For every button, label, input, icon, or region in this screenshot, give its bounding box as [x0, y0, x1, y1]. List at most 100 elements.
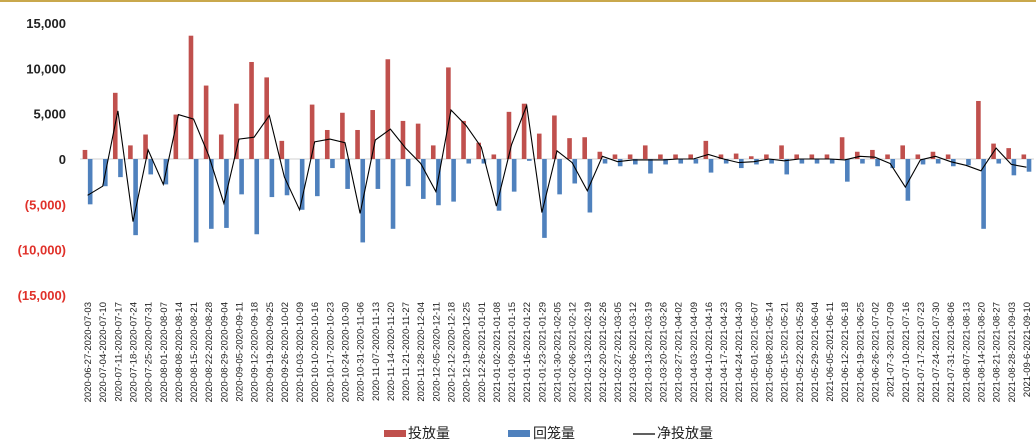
- bar-injection: [279, 140, 285, 159]
- x-tick-label: 2021-02-27-2021-03-05: [613, 302, 624, 402]
- bar-withdrawal: [829, 159, 835, 164]
- bar-withdrawal: [678, 159, 684, 164]
- bar-injection: [461, 120, 466, 159]
- bar-withdrawal: [496, 159, 502, 211]
- bar-injection: [718, 154, 724, 159]
- x-tick-label: 2021-01-30-2021-02-05: [553, 302, 564, 402]
- x-tick-label: 2021-03-27-2021-04-02: [674, 302, 685, 402]
- bar-injection: [673, 154, 678, 159]
- bar-injection: [915, 154, 921, 159]
- y-axis: 15,000 10,000 5,000 0 (5,000) (10,000) (15,000…: [18, 16, 66, 303]
- net-line: [87, 103, 1027, 222]
- bar-injection: [415, 123, 421, 159]
- bar-injection: [885, 154, 890, 159]
- x-tick-label: 2020-09-05-2020-09-11: [235, 302, 246, 402]
- bar-injection: [82, 149, 88, 159]
- bar-withdrawal: [739, 159, 744, 169]
- bar-withdrawal: [511, 159, 517, 192]
- x-tick-label: 2021-08-28-2021-09-03: [1007, 302, 1018, 402]
- bar-withdrawal: [708, 159, 714, 173]
- bar-injection: [536, 133, 542, 159]
- y-tick-label: (5,000): [25, 197, 66, 212]
- x-tick-label: 2021-05-08-2021-05-14: [765, 302, 776, 402]
- bar-withdrawal: [193, 159, 199, 243]
- bar-injection: [491, 154, 497, 159]
- bar-injection: [234, 103, 239, 159]
- bar-injection: [809, 154, 815, 159]
- bar-injection: [173, 114, 179, 159]
- x-tick-label: 2020-06-27-2020-07-03: [83, 302, 94, 402]
- bar-withdrawal: [769, 159, 774, 164]
- bar-withdrawal: [390, 159, 396, 229]
- x-tick-label: 2021-06-19-2021-06-25: [855, 302, 866, 402]
- bar-withdrawal: [330, 159, 335, 169]
- x-tick-label: 2020-10-31-2020-11-06: [356, 302, 367, 402]
- bar-injection: [324, 129, 330, 159]
- x-tick-label: 2020-08-01-2020-08-07: [159, 302, 170, 402]
- x-tick-label: 2020-08-29-2020-09-04: [219, 302, 230, 402]
- series-injection-bars: [82, 35, 1027, 160]
- bar-withdrawal: [466, 159, 472, 164]
- series-withdrawal-bars: [87, 159, 1032, 243]
- x-tick-label: 2020-09-12-2020-09-18: [250, 302, 261, 402]
- y-tick-label: 10,000: [26, 61, 66, 76]
- y-tick-label: 5,000: [33, 107, 66, 122]
- bar-injection: [552, 115, 557, 159]
- x-tick-label: 2021-03-20-2021-03-26: [659, 302, 670, 402]
- bar-withdrawal: [814, 159, 820, 164]
- bar-injection: [385, 59, 391, 160]
- bar-injection: [567, 138, 572, 159]
- bar-withdrawal: [209, 159, 214, 229]
- bar-withdrawal: [284, 159, 290, 196]
- bar-injection: [521, 103, 527, 159]
- bar-withdrawal: [269, 159, 275, 198]
- bar-injection: [824, 154, 830, 159]
- bar-injection: [870, 149, 875, 159]
- bar-injection: [218, 134, 224, 159]
- x-tick-label: 2020-07-25-2020-07-31: [144, 302, 155, 402]
- x-tick-label: 2020-08-08-2020-08-14: [174, 302, 185, 402]
- y-tick-label: (10,000): [18, 243, 66, 258]
- bar-withdrawal: [315, 159, 320, 197]
- x-tick-label: 2020-11-07-2020-11-13: [371, 302, 382, 401]
- x-tick-label: 2021-05-01-2021-05-07: [749, 302, 760, 402]
- x-tick-label: 2020-07-11-2020-07-17: [113, 302, 124, 402]
- bar-withdrawal: [572, 159, 578, 184]
- y-tick-label: 0: [59, 152, 66, 167]
- bar-injection: [128, 145, 133, 159]
- x-tick-label: 2021-05-15-2021-05-21: [780, 302, 791, 402]
- x-tick-label: 2021-02-20-2021-02-26: [598, 302, 609, 402]
- x-tick-label: 2021-07-31-2021-08-06: [946, 302, 957, 402]
- x-tick-label: 2021-04-03-2021-04-09: [689, 302, 700, 402]
- bar-withdrawal: [693, 159, 699, 164]
- x-tick-label: 2021-08-21-2021-08-27: [992, 302, 1003, 402]
- x-tick-label: 2020-10-24-2020-10-30: [341, 302, 352, 402]
- bar-injection: [249, 61, 254, 160]
- bar-injection: [188, 35, 194, 160]
- bar-withdrawal: [345, 159, 350, 189]
- x-tick-label: 2021-07-10-2021-07-16: [901, 302, 912, 402]
- x-tick-label: 2021-08-14-2021-08-20: [977, 302, 988, 402]
- bar-injection: [642, 145, 648, 159]
- bar-injection: [476, 142, 481, 159]
- x-tick-label: 2021-07-17-2021-07-23: [916, 302, 927, 402]
- bar-withdrawal: [1026, 159, 1032, 172]
- x-tick-label: 2020-08-15-2020-08-21: [189, 302, 200, 402]
- bar-withdrawal: [905, 159, 911, 201]
- x-tick-label: 2021-01-16-2021-01-22: [522, 302, 533, 402]
- x-tick-label: 2020-12-19-2020-12-25: [462, 302, 473, 402]
- x-tick-label: 2021-01-02-2021-01-08: [492, 302, 503, 402]
- bar-withdrawal: [299, 159, 305, 210]
- legend-swatch-injection: [384, 430, 406, 437]
- x-tick-label: 2021-04-17-2021-04-23: [719, 302, 730, 402]
- x-tick-label: 2020-11-21-2020-11-27: [401, 302, 412, 401]
- bar-injection: [930, 151, 936, 159]
- x-tick-label: 2020-12-05-2020-12-11: [431, 302, 442, 402]
- bar-withdrawal: [527, 159, 532, 161]
- bar-injection: [203, 85, 209, 159]
- bar-injection: [612, 154, 618, 159]
- x-tick-label: 2021-03-13-2021-03-19: [643, 302, 654, 402]
- x-tick-label: 2020-10-10-2020-10-16: [310, 302, 321, 402]
- legend-label-injection: 投放量: [408, 426, 450, 442]
